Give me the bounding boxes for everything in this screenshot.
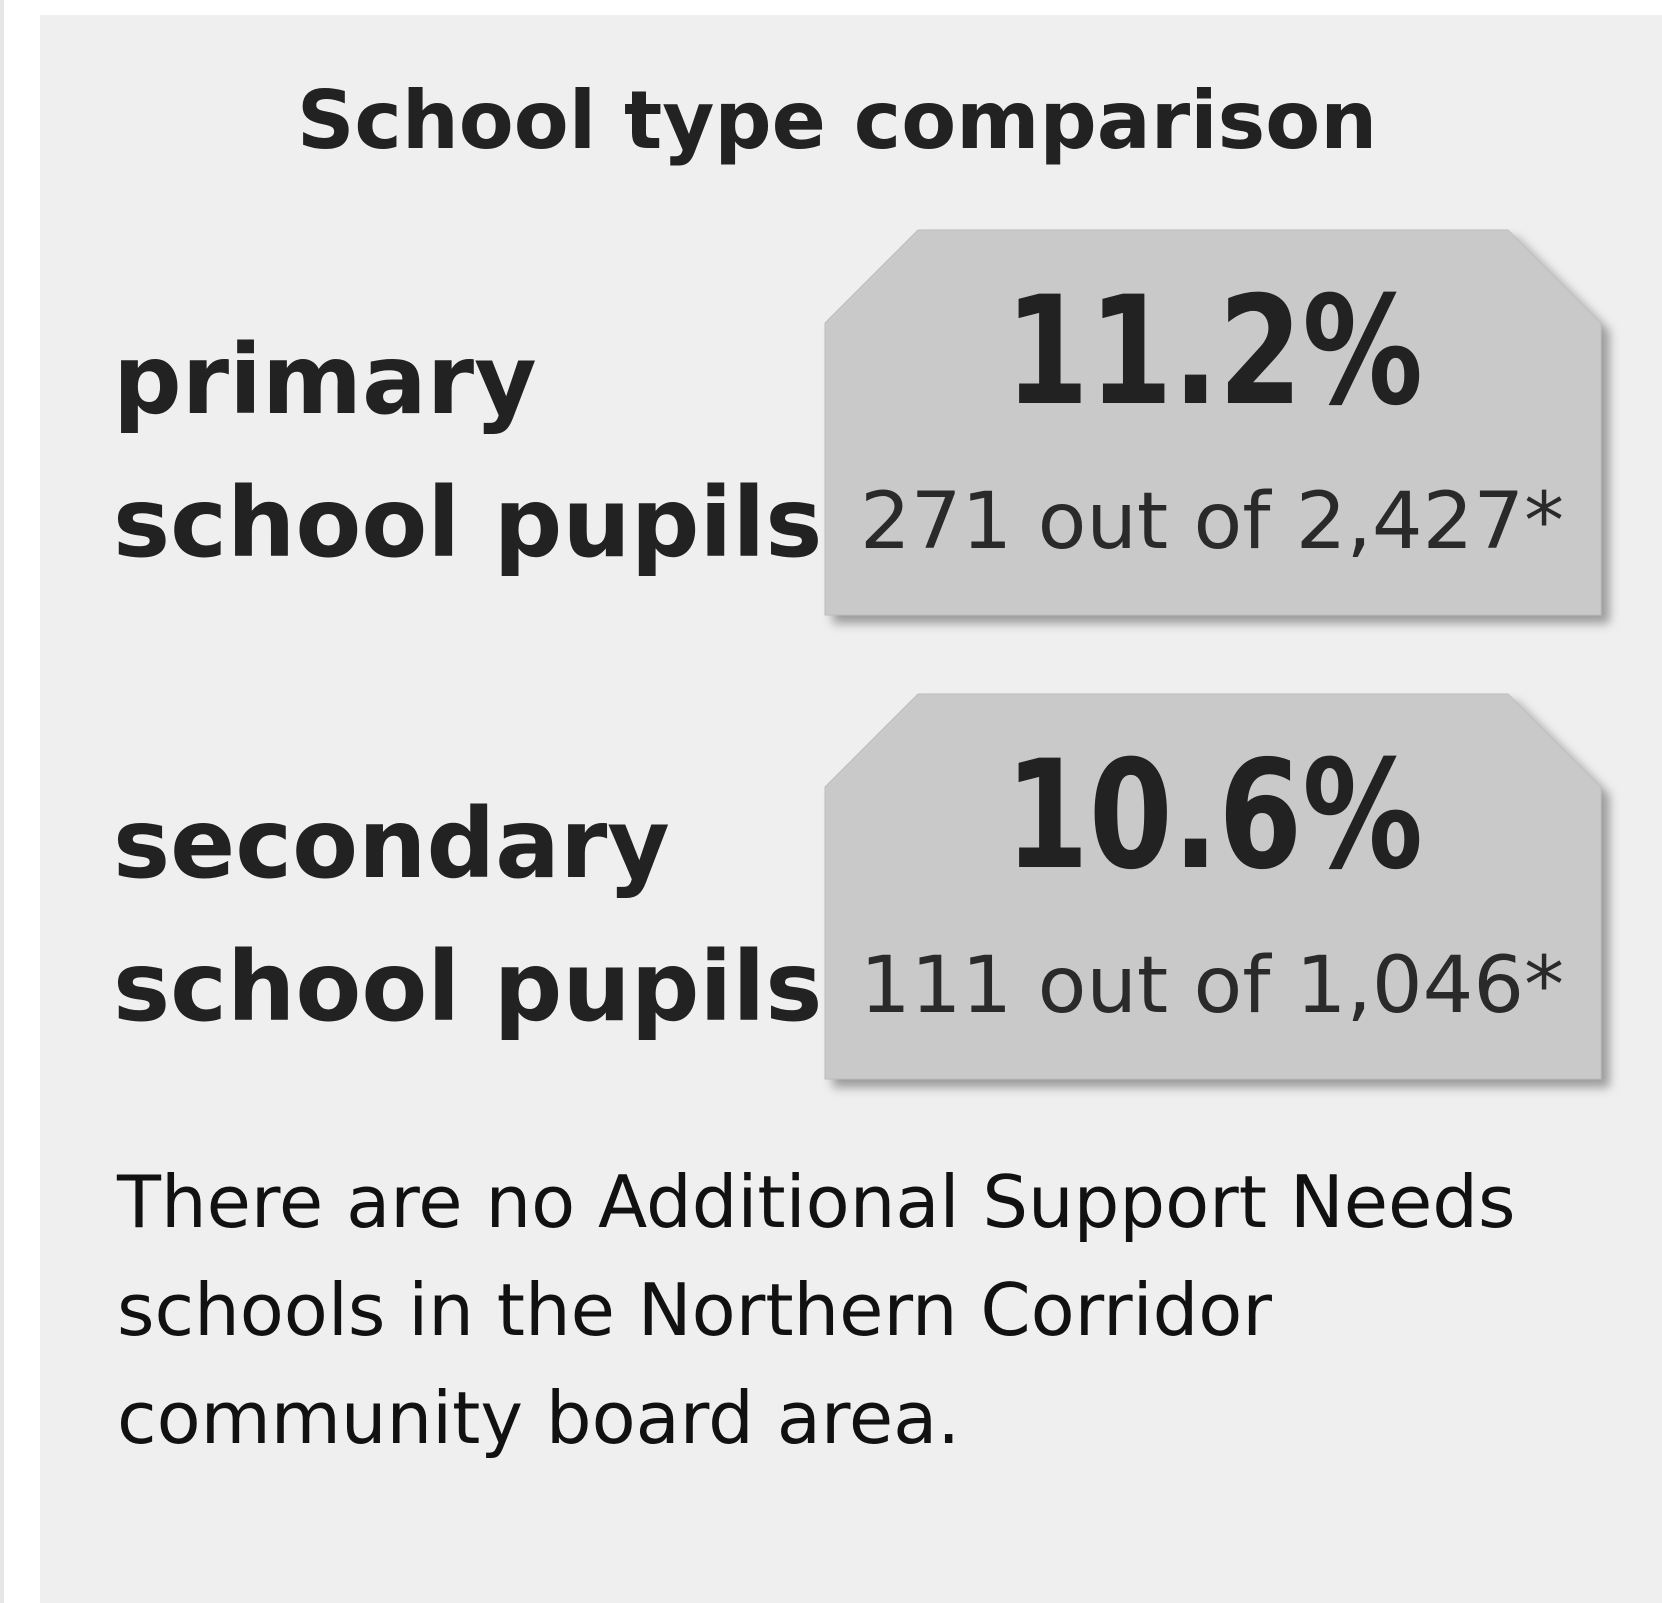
row-label: secondary xyxy=(113,788,670,900)
row: primary school pupils 11.2% 271 out of 2,42… xyxy=(113,229,1602,616)
row: secondary school pupils 10.6% 111 out of 1,… xyxy=(113,693,1602,1080)
title: School type comparison xyxy=(297,74,1377,167)
percent: 11.2% xyxy=(1005,265,1423,439)
percent: 10.6% xyxy=(1005,729,1423,903)
note-line: community board area. xyxy=(117,1376,960,1460)
row-label: school pupils xyxy=(113,931,822,1043)
detail: 271 out of 2,427* xyxy=(860,477,1564,567)
value-box xyxy=(824,693,1602,1080)
value-box xyxy=(824,229,1602,616)
row-label: primary xyxy=(113,324,537,436)
edge xyxy=(0,0,4,1603)
row-label: school pupils xyxy=(113,467,822,579)
note-line: There are no Additional Support Needs xyxy=(116,1160,1516,1244)
note-line: schools in the Northern Corridor xyxy=(117,1268,1272,1352)
detail: 111 out of 1,046* xyxy=(860,941,1564,1031)
rows: primary school pupils 11.2% 271 out of 2,42… xyxy=(113,229,1602,1080)
note: There are no Additional Support Needs sch… xyxy=(116,1160,1516,1460)
